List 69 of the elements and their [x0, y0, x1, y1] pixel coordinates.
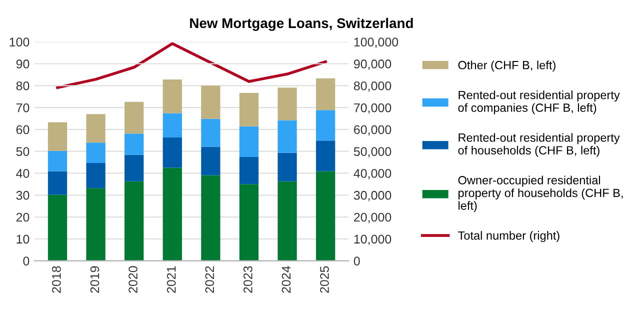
bar: [162, 113, 182, 138]
line-series: [56, 42, 327, 90]
bar: [239, 92, 259, 126]
bar: [278, 88, 297, 120]
y-tick-label: 50: [16, 147, 30, 156]
bar: [278, 152, 297, 182]
y-tick-label: 100: [10, 38, 30, 47]
bar: [162, 80, 182, 114]
bar: [124, 181, 144, 261]
bar: [239, 184, 259, 261]
legend-label: Other (CHF B, left): [458, 60, 556, 72]
y-tick-label: 60: [16, 125, 30, 134]
y2-tick-label: 10,000: [354, 234, 392, 246]
x-tick-label: 2019: [90, 266, 100, 293]
y2-tick-label: 0: [354, 256, 360, 266]
x-tick-label: 2025: [320, 266, 329, 293]
x-tick-label: 2023: [243, 266, 252, 293]
x-tick-label: 2018: [52, 266, 61, 293]
x-tick-label: 2021: [166, 266, 176, 293]
y2-tick-label: 90,000: [354, 60, 392, 70]
x-tick-label: 2020: [128, 266, 138, 293]
bar: [239, 157, 259, 184]
bar: [201, 118, 220, 147]
bar: [86, 114, 106, 143]
bar: [201, 86, 220, 119]
y-tick-label: 40: [16, 169, 30, 178]
bar: [316, 140, 336, 172]
y-tick-label: 90: [16, 60, 30, 68]
legend-label: Total number (right): [458, 231, 560, 242]
bar: [316, 110, 336, 141]
bar: [201, 146, 220, 176]
y-tick-label: 80: [16, 81, 30, 90]
y2-tick-label: 100,000: [354, 38, 398, 48]
y2-tick-label: 20,000: [354, 212, 392, 224]
bar: [48, 194, 68, 261]
y2-tick-label: 30,000: [354, 190, 392, 202]
y2-tick-label: 60,000: [354, 125, 392, 136]
bar: [278, 120, 297, 153]
bar: [48, 150, 68, 172]
bar: [86, 162, 106, 188]
bar: [86, 142, 106, 163]
legend-label: Rented-out residential property of companies (CHF B, left): [458, 90, 620, 114]
y-tick-label: 30: [16, 190, 30, 200]
legend-label: Rented-out residential property of households (CHF B, left): [458, 133, 620, 157]
y2-tick-label: 70,000: [354, 103, 392, 114]
y-tick-label: 0: [23, 256, 30, 266]
x-tick-label: 2024: [282, 266, 291, 293]
y-tick-label: 20: [16, 212, 30, 222]
bar: [86, 188, 106, 261]
y-tick-label: 10: [16, 234, 30, 244]
bar: [162, 168, 182, 261]
bar: [162, 138, 182, 168]
y2-tick-label: 80,000: [354, 81, 392, 92]
bar: [124, 154, 144, 182]
y-tick-label: 70: [16, 103, 30, 112]
bar: [48, 171, 68, 195]
y2-tick-label: 50,000: [354, 147, 392, 158]
y2-tick-label: 40,000: [354, 169, 392, 180]
bar: [316, 78, 336, 110]
bar: [316, 171, 336, 261]
bar: [124, 134, 144, 155]
bar: [201, 175, 220, 261]
chart-title: New Mortgage Loans, Switzerland: [190, 18, 413, 31]
bar: [48, 122, 68, 151]
x-tick-label: 2022: [205, 266, 214, 293]
bar: [124, 102, 144, 134]
legend-label: Owner-occupied residential property of households (CHF B, left): [458, 176, 623, 212]
bar: [278, 181, 297, 261]
bar: [239, 126, 259, 158]
